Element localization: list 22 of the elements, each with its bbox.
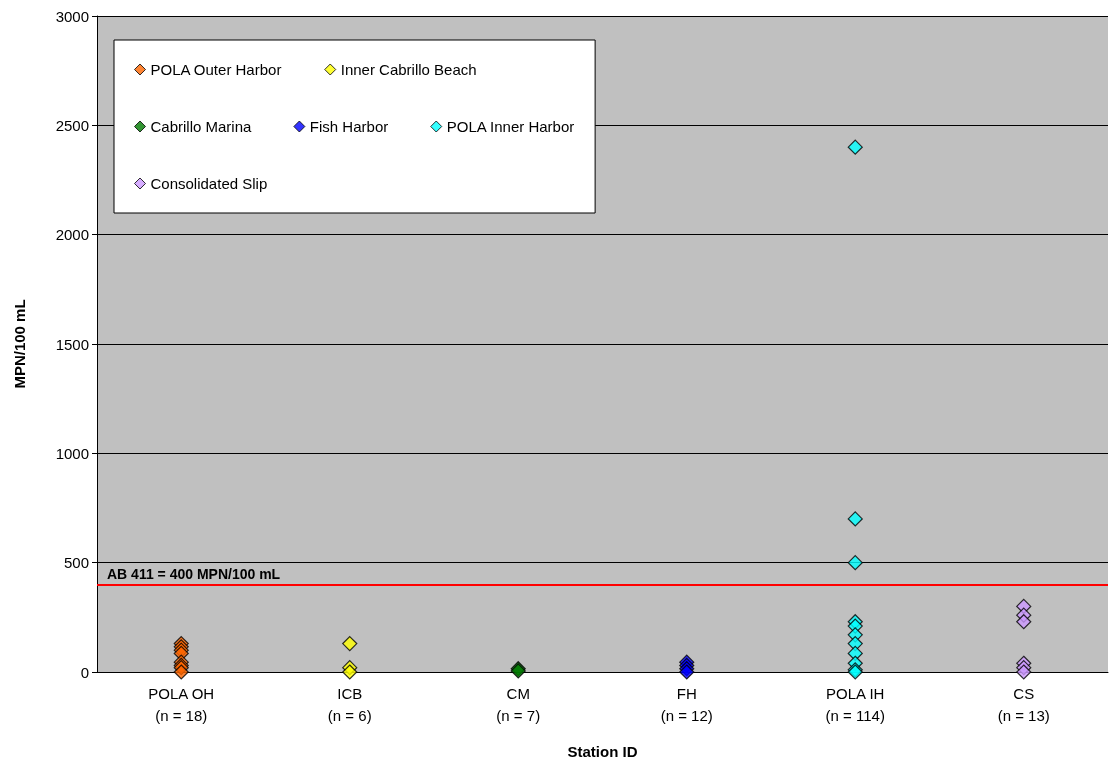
y-tick-label: 1000 xyxy=(55,444,89,462)
x-tick-label: CM (n = 7) xyxy=(496,684,541,724)
legend-label: Inner Cabrillo Beach xyxy=(340,61,477,78)
y-tick-label: 2500 xyxy=(55,116,89,134)
legend-label: Fish Harbor xyxy=(309,118,389,135)
legend-label: Cabrillo Marina xyxy=(150,118,253,135)
legend-label: Consolidated Slip xyxy=(150,175,268,192)
legend-label: POLA Inner Harbor xyxy=(446,118,575,135)
y-tick-label: 1500 xyxy=(55,335,89,353)
y-tick-label: 3000 xyxy=(55,7,89,25)
x-axis-title: Station ID xyxy=(567,743,638,760)
y-axis-title: MPN/100 mL xyxy=(11,299,28,389)
x-tick-label: POLA IH (n = 114) xyxy=(825,684,885,724)
y-tick-label: 0 xyxy=(80,663,89,681)
x-tick-label: CS (n = 13) xyxy=(997,684,1050,724)
x-tick-label: POLA OH (n = 18) xyxy=(148,684,215,724)
x-tick-label: ICB (n = 6) xyxy=(327,684,372,724)
y-tick-label: 2000 xyxy=(55,226,89,244)
y-tick-label: 500 xyxy=(63,554,89,572)
x-tick-label: FH (n = 12) xyxy=(660,684,713,724)
legend-label: POLA Outer Harbor xyxy=(150,61,282,78)
ref-line-label: AB 411 = 400 MPN/100 mL xyxy=(107,565,281,582)
